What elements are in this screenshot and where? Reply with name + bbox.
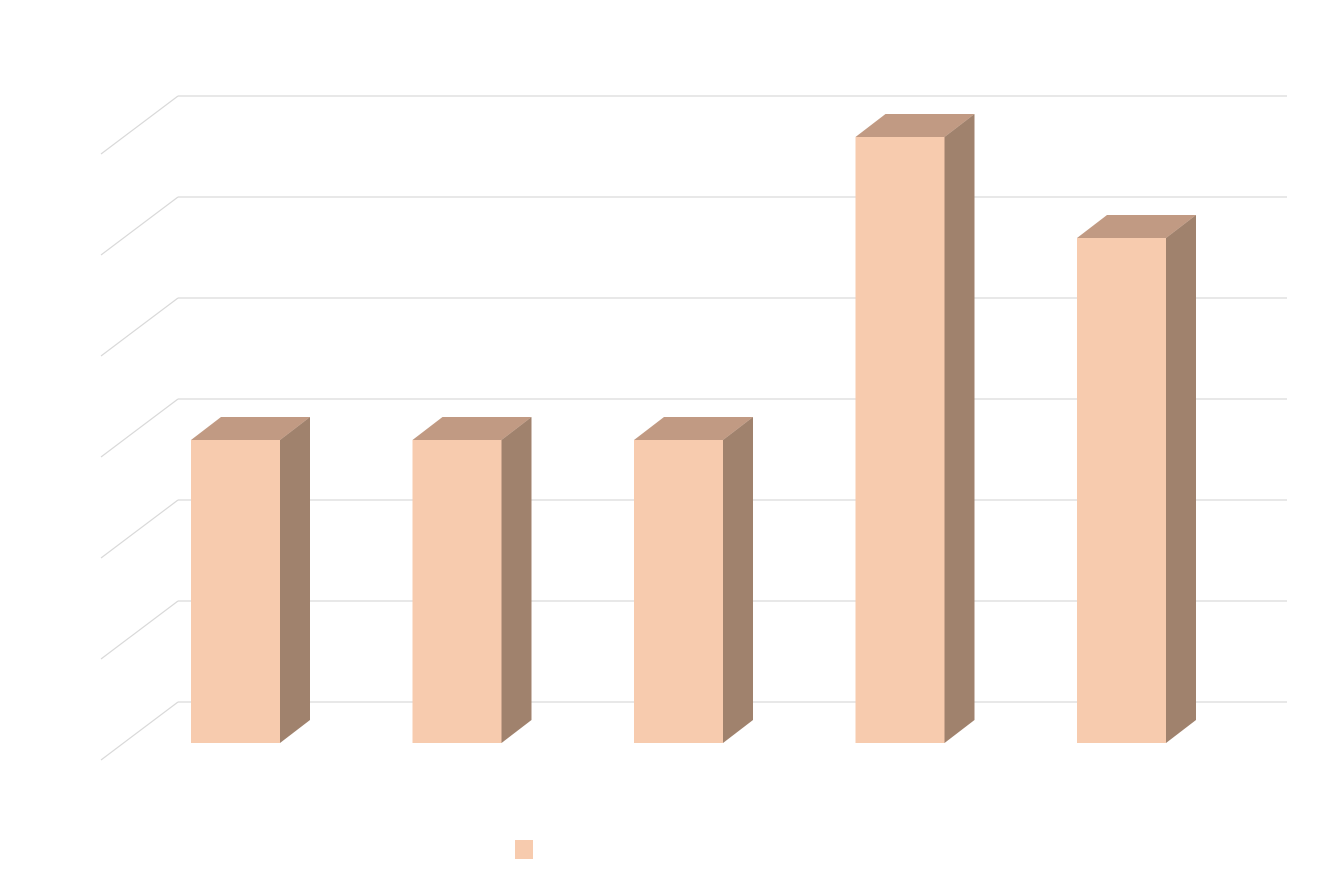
gridline-depth-4 <box>100 297 179 357</box>
bar-top <box>191 417 310 440</box>
bar-front <box>412 440 502 743</box>
gridline-depth-5 <box>100 196 179 256</box>
bar-5 <box>1077 215 1196 743</box>
bar-side <box>944 114 975 743</box>
bar-top <box>412 417 532 440</box>
bar-side <box>1166 215 1196 743</box>
bar-front <box>191 440 280 743</box>
legend-swatch <box>515 840 533 859</box>
bar-front <box>855 137 945 743</box>
bar-front <box>1077 238 1166 743</box>
bar-4 <box>855 114 975 743</box>
bar-side <box>501 417 532 743</box>
bar-1 <box>191 417 310 743</box>
bars <box>191 114 1196 743</box>
gridline-depth-1 <box>100 600 179 660</box>
bar-side <box>723 417 753 743</box>
bar-side <box>280 417 310 743</box>
bar-3 <box>634 417 753 743</box>
gridline-depth-3 <box>100 398 179 458</box>
bar-2 <box>412 417 532 743</box>
bar-top <box>855 114 975 137</box>
bar-top <box>634 417 753 440</box>
bar-front <box>634 440 723 743</box>
legend <box>515 840 533 859</box>
gridline-depth-6 <box>100 95 179 155</box>
bar-top <box>1077 215 1196 238</box>
gridline-depth-2 <box>100 499 179 559</box>
gridline-depth-0 <box>100 701 179 761</box>
